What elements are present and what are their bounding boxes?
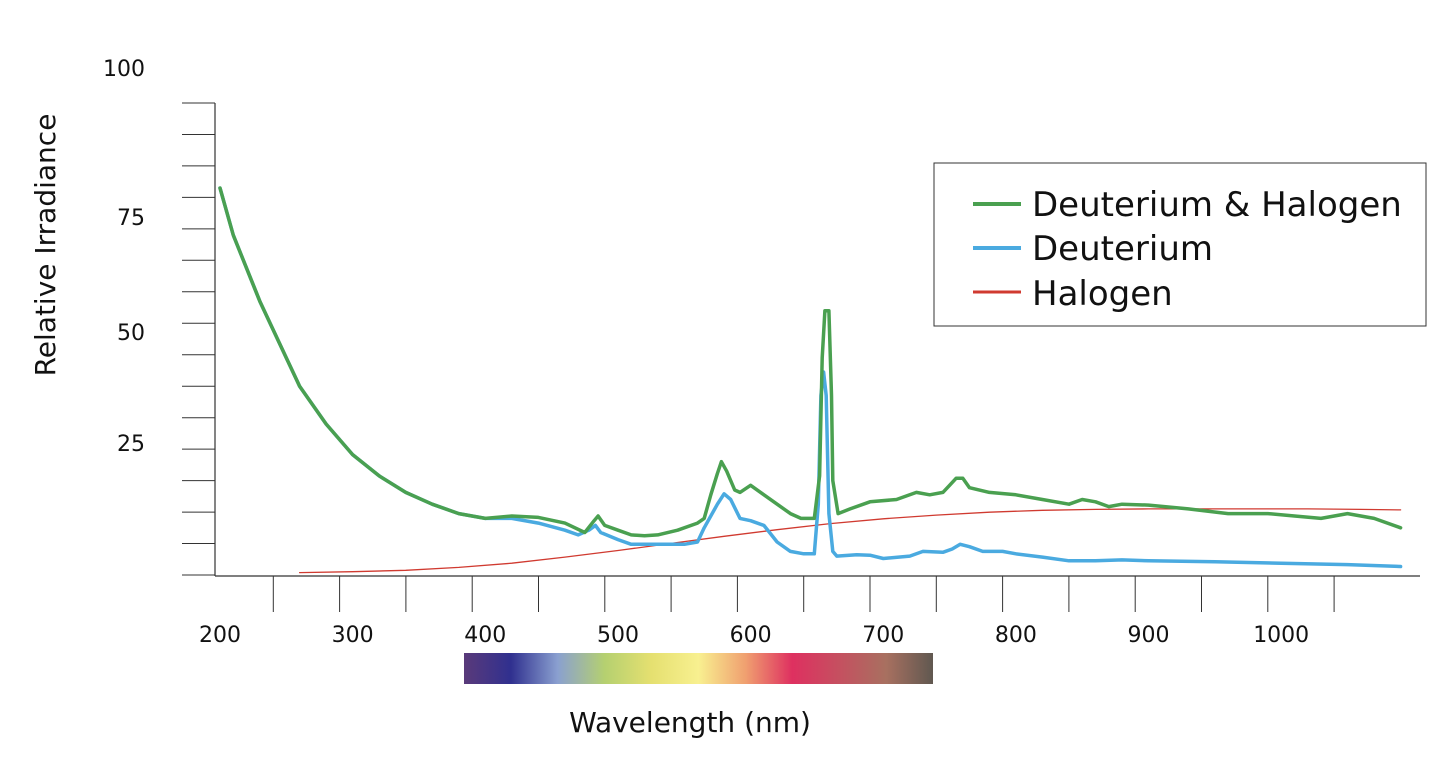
series-line-deuterium-halogen bbox=[218, 186, 1403, 538]
x-tick-label: 800 bbox=[995, 623, 1037, 648]
x-axis-title: Wavelength (nm) bbox=[569, 706, 811, 739]
series-line-halogen bbox=[298, 508, 1402, 574]
legend-label-deuterium: Deuterium bbox=[1032, 229, 1213, 269]
y-tick-label: 75 bbox=[117, 206, 145, 231]
y-tick-label: 100 bbox=[103, 57, 145, 82]
x-tick-label: 1000 bbox=[1253, 623, 1309, 648]
legend-box bbox=[933, 162, 1427, 327]
x-tick-label: 200 bbox=[199, 623, 241, 648]
x-tick-label: 700 bbox=[862, 623, 904, 648]
visible-spectrum-bar bbox=[464, 653, 933, 684]
plot-series bbox=[218, 186, 1403, 574]
x-axis: 200 300 400 500 600 700 800 900 1000 bbox=[199, 575, 1420, 648]
x-tick-label: 600 bbox=[730, 623, 772, 648]
x-tick-label: 400 bbox=[464, 623, 506, 648]
legend: Deuterium & Halogen Deuterium Halogen bbox=[933, 162, 1427, 327]
y-axis-title: Relative Irradiance bbox=[29, 114, 62, 377]
y-axis: 25 50 75 100 bbox=[103, 57, 216, 576]
y-tick-label: 50 bbox=[117, 321, 145, 346]
x-tick-label: 300 bbox=[332, 623, 374, 648]
y-tick-label: 25 bbox=[117, 432, 145, 457]
legend-label-halogen: Halogen bbox=[1032, 274, 1173, 314]
x-tick-label: 500 bbox=[597, 623, 639, 648]
legend-label-deuterium-halogen: Deuterium & Halogen bbox=[1032, 185, 1402, 225]
x-tick-label: 900 bbox=[1128, 623, 1170, 648]
spectrum-gradient-bar bbox=[464, 653, 933, 684]
